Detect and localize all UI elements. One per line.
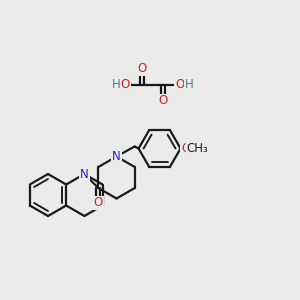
Text: O: O [181,142,190,155]
Text: CH₃: CH₃ [187,142,208,155]
Text: H: H [184,79,194,92]
Text: O: O [94,196,103,209]
Text: N: N [80,167,89,181]
Text: O: O [120,79,130,92]
Text: H: H [112,79,120,92]
Text: N: N [112,150,121,163]
Text: O: O [158,94,168,107]
Text: O: O [137,62,147,76]
Text: O: O [176,79,184,92]
